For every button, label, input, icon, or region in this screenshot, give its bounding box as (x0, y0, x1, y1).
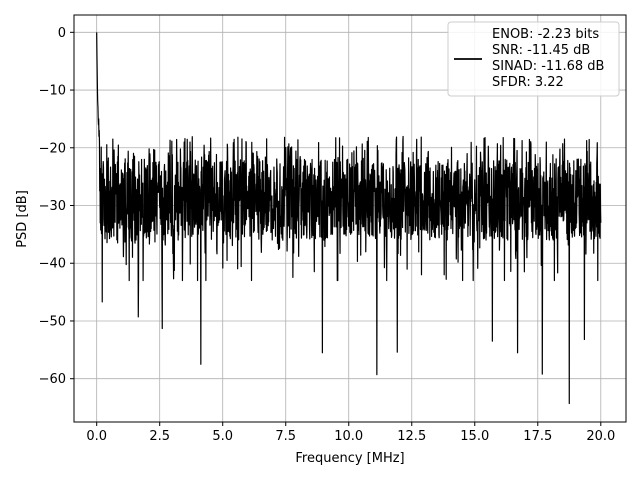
x-tick-label: 15.0 (460, 429, 489, 444)
x-axis-label: Frequency [MHz] (295, 451, 404, 466)
x-tick-label: 2.5 (149, 429, 170, 444)
x-tick-label: 20.0 (586, 429, 615, 444)
legend-snr: SNR: -11.45 dB (492, 43, 590, 58)
x-tick-label: 7.5 (275, 429, 296, 444)
y-tick-label: −60 (39, 372, 66, 387)
x-tick-label: 5.0 (212, 429, 233, 444)
psd-series-line (96, 32, 602, 405)
legend-sinad: SINAD: -11.68 dB (492, 59, 604, 74)
y-tick-label: −20 (39, 141, 66, 156)
y-axis-ticks: 0 −10 −20 −30 −40 −50 −60 (39, 26, 74, 387)
x-tick-label: 0.0 (86, 429, 107, 444)
x-axis-ticks: 0.0 2.5 5.0 7.5 10.0 12.5 15.0 17.5 20.0 (86, 422, 615, 444)
legend-box (447, 21, 620, 97)
x-tick-label: 12.5 (397, 429, 426, 444)
x-tick-label: 10.0 (334, 429, 363, 444)
legend-sfdr: SFDR: 3.22 (492, 75, 564, 90)
x-tick-label: 17.5 (523, 429, 552, 444)
y-tick-label: −50 (39, 314, 66, 329)
series-layer (96, 32, 602, 405)
legend: ENOB: -2.23 bits SNR: -11.45 dB SINAD: -… (447, 21, 620, 97)
plot-frame (73, 14, 627, 423)
y-tick-label: 0 (58, 26, 66, 41)
y-tick-label: −30 (39, 199, 66, 214)
y-axis-label: PSD [dB] (15, 190, 30, 248)
y-tick-label: −40 (39, 257, 66, 272)
legend-enob: ENOB: -2.23 bits (492, 27, 599, 42)
y-tick-label: −10 (39, 84, 66, 99)
